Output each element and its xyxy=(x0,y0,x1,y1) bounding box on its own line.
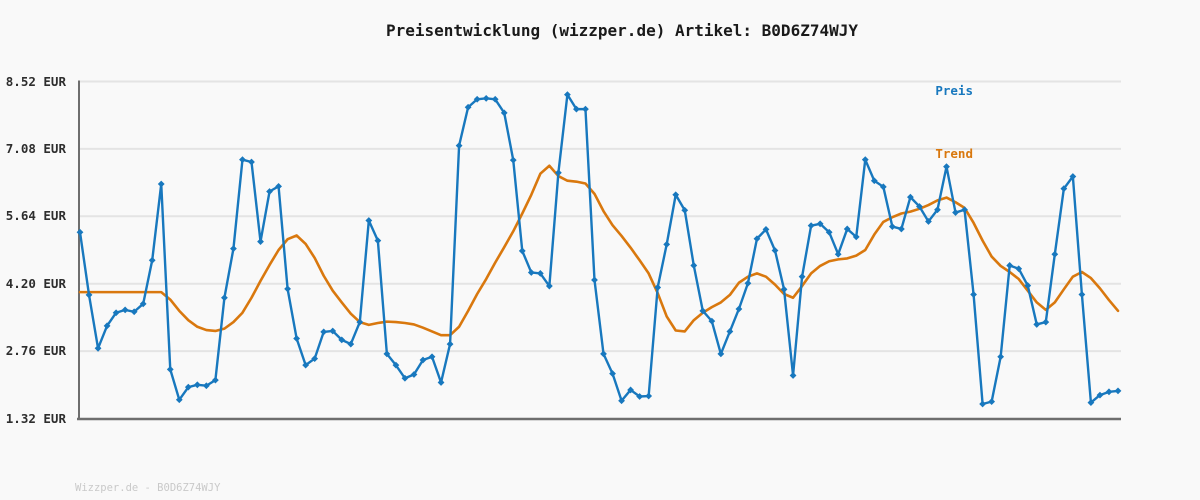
y-axis-tick-4: 2.76 EUR xyxy=(5,343,66,359)
y-axis-tick-2: 5.64 EUR xyxy=(5,208,66,224)
y-axis-tick-5: 1.32 EUR xyxy=(5,410,66,426)
y-axis-tick-0: 8.52 EUR xyxy=(5,73,66,89)
preis-line xyxy=(78,93,1120,406)
watermark-text: Wizzper.de - B0D6Z74WJY xyxy=(75,482,221,494)
trend-line xyxy=(78,164,1120,337)
legend-item-trend: Trend xyxy=(935,146,973,161)
y-axis-tick-3: 4.20 EUR xyxy=(5,275,66,291)
legend-item-preis: Preis xyxy=(935,83,973,98)
chart-title: Preisentwicklung (wizzper.de) Artikel: B… xyxy=(385,21,858,40)
chart-legend: Preis Trend xyxy=(935,38,973,185)
y-axis-tick-1: 7.08 EUR xyxy=(5,140,66,156)
